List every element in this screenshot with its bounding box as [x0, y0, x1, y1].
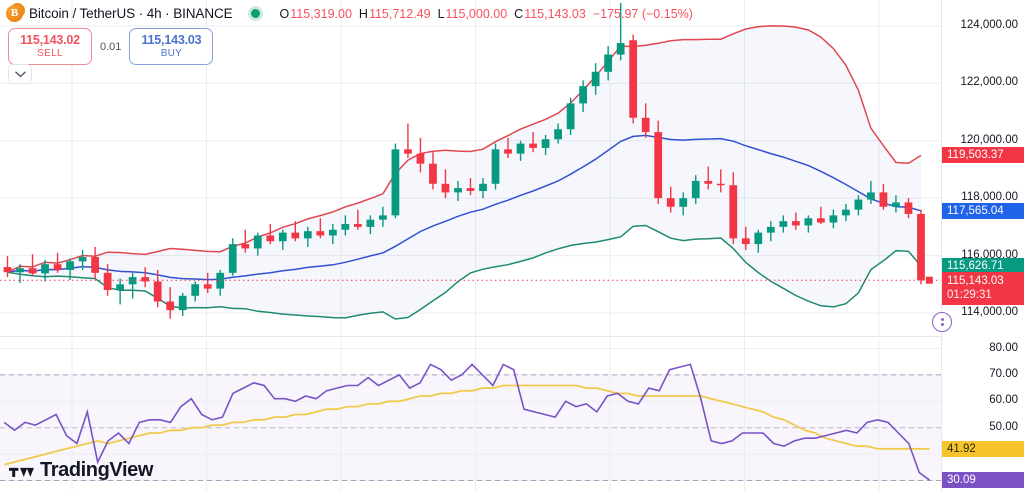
market-status-dot: [250, 9, 260, 18]
expand-trade-panel-button[interactable]: [8, 64, 32, 84]
symbol-title[interactable]: Bitcoin / TetherUS · 4h · BINANCE: [29, 6, 233, 21]
close-label: C: [514, 6, 524, 21]
price-chart-pane[interactable]: [0, 0, 941, 336]
tradingview-logo-text: TradingView: [40, 459, 154, 481]
indicator-circle-icon: [932, 312, 952, 332]
price-tick-118000: 118,000.00: [961, 191, 1018, 204]
price-tick-124000: 124,000.00: [960, 18, 1018, 31]
rsi-indicator-pane[interactable]: [0, 338, 941, 491]
ohlc-legend: O 115,319.00 H 115,712.49 L 115,000.00 C…: [280, 7, 693, 21]
price-tick-120000: 120,000.00: [960, 133, 1018, 146]
basis-band-badge[interactable]: 117,565.04: [942, 202, 1024, 219]
price-chart-svg: [0, 0, 941, 336]
open-label: O: [279, 6, 290, 21]
bar-countdown: 01:29:31: [947, 289, 992, 302]
tradingview-logo-icon: [9, 467, 34, 477]
rsi-chart-svg: [0, 338, 941, 491]
rsi-tick-60: 60.00: [989, 394, 1018, 407]
low-value: 115,000.00: [445, 6, 508, 21]
tradingview-logo[interactable]: TradingView: [9, 459, 153, 482]
last-price-value: 115,143.03: [947, 275, 1004, 288]
high-value: 115,712.49: [368, 6, 431, 21]
order-quantity[interactable]: 0.01: [100, 40, 122, 53]
sell-price: 115,143.02: [20, 33, 80, 47]
rsi-value-badge[interactable]: 30.09: [942, 472, 1024, 489]
trade-panel: 115,143.02 SELL 0.01 115,143.03 BUY: [8, 28, 214, 66]
buy-button[interactable]: 115,143.03 BUY: [129, 28, 214, 66]
price-tick-114000: 114,000.00: [961, 306, 1018, 319]
low-label: L: [437, 6, 445, 21]
close-value: 115,143.03: [524, 6, 586, 21]
open-value: 115,319.00: [290, 6, 352, 21]
sell-button[interactable]: 115,143.02 SELL: [8, 28, 92, 66]
high-label: H: [358, 6, 368, 21]
buy-price: 115,143.03: [141, 33, 202, 47]
sell-label: SELL: [37, 48, 63, 59]
price-axis[interactable]: 124,000.00 122,000.00 120,000.00 118,000.00…: [941, 0, 1024, 491]
bitcoin-icon: [6, 5, 23, 22]
rsi-tick-70: 70.00: [989, 367, 1018, 380]
lower-band-badge[interactable]: 115,626.71: [942, 258, 1024, 275]
chart-header: Bitcoin / TetherUS · 4h · BINANCE O 115,…: [0, 0, 1024, 27]
upper-band-badge[interactable]: 119,503.37: [942, 146, 1024, 163]
buy-label: BUY: [160, 48, 183, 59]
price-change: −175.97 (−0.15%): [592, 6, 693, 21]
chevron-down-icon: [14, 71, 26, 77]
price-tick-122000: 122,000.00: [960, 76, 1018, 89]
price-tick-116000: 116,000.00: [961, 248, 1018, 261]
rsi-ma-badge[interactable]: 41.92: [942, 441, 1024, 457]
last-price-badge[interactable]: 115,143.03 01:29:31: [942, 272, 1024, 306]
rsi-tick-80: 80.00: [989, 341, 1018, 354]
rsi-tick-50: 50.00: [989, 420, 1018, 433]
pane-divider: [0, 336, 1024, 337]
